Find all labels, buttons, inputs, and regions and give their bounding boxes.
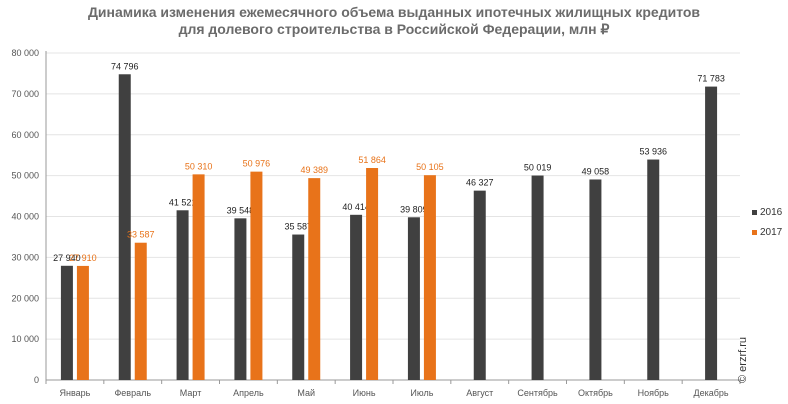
legend-item-2016: 2016 (752, 207, 782, 218)
y-tick-label: 20 000 (11, 293, 39, 303)
bar-2016 (647, 159, 660, 380)
y-tick-label: 0 (34, 375, 39, 385)
data-label-2017: 50 310 (185, 161, 213, 171)
bar-2016 (350, 214, 363, 380)
x-tick-label: Декабрь (694, 388, 729, 398)
bar-2016 (292, 234, 305, 380)
bar-2016 (407, 217, 420, 380)
data-label-2016: 74 796 (111, 61, 139, 71)
data-label-2016: 40 414 (342, 202, 370, 212)
bar-2017 (366, 168, 379, 380)
data-label-2016: 50 019 (524, 163, 552, 173)
x-tick-label: Сентябрь (517, 388, 558, 398)
data-label-2017: 51 864 (358, 155, 386, 165)
x-tick-label: Май (297, 388, 315, 398)
y-tick-label: 80 000 (11, 48, 39, 58)
y-tick-label: 30 000 (11, 252, 39, 262)
y-tick-label: 60 000 (11, 130, 39, 140)
bar-2017 (423, 175, 436, 380)
data-label-2016: 46 327 (466, 178, 494, 188)
x-tick-label: Ноябрь (638, 388, 670, 398)
bar-2016 (473, 190, 486, 380)
bar-2016 (531, 175, 544, 380)
data-label-2016: 39 548 (227, 205, 255, 215)
bar-2016 (176, 210, 189, 380)
x-tick-label: Апрель (233, 388, 264, 398)
x-tick-label: Август (466, 388, 493, 398)
bar-2016 (589, 179, 602, 380)
x-tick-label: Февраль (114, 388, 151, 398)
data-label-2017: 33 587 (127, 230, 155, 240)
y-tick-label: 10 000 (11, 334, 39, 344)
x-tick-label: Март (180, 388, 202, 398)
bar-2016 (234, 218, 247, 380)
data-label-2017: 49 389 (300, 165, 328, 175)
x-tick-label: Июль (410, 388, 433, 398)
y-tick-label: 40 000 (11, 212, 39, 222)
bar-2016 (60, 265, 73, 380)
legend-label-2016: 2016 (760, 207, 783, 218)
data-label-2016: 49 058 (582, 166, 610, 176)
data-label-2016: 41 521 (169, 197, 197, 207)
bar-2016 (705, 86, 718, 381)
x-tick-label: Январь (59, 388, 90, 398)
legend-swatch-2017 (752, 229, 757, 235)
data-label-2016: 53 936 (639, 147, 667, 157)
y-tick-label: 50 000 (11, 171, 39, 181)
x-tick-label: Июнь (353, 388, 376, 398)
bar-2017 (308, 178, 321, 380)
bar-2017 (192, 174, 205, 380)
y-tick-label: 70 000 (11, 89, 39, 99)
data-label-2017: 50 105 (416, 162, 444, 172)
chart-title: Динамика изменения ежемесячного объема в… (0, 4, 788, 38)
legend-swatch-2016 (752, 209, 757, 215)
legend-item-2017: 2017 (752, 227, 782, 238)
chart-title-line-1: Динамика изменения ежемесячного объема в… (87, 4, 701, 20)
data-label-2016: 71 783 (697, 74, 725, 84)
data-label-2016: 39 809 (400, 204, 428, 214)
bar-2017 (76, 265, 89, 380)
data-label-2017: 50 976 (243, 159, 271, 169)
chart-title-line-2: для долевого строительства в Российской … (178, 21, 610, 37)
bar-2017 (134, 242, 147, 380)
legend-label-2017: 2017 (760, 227, 783, 238)
x-tick-label: Октябрь (578, 388, 613, 398)
watermark: © erzrf.ru (737, 337, 749, 383)
bar-2017 (250, 171, 263, 380)
data-label-2017: 27 910 (69, 253, 97, 263)
bar-2016 (118, 74, 131, 380)
data-label-2016: 35 587 (284, 222, 312, 232)
data-label-2016: 27 940 (53, 253, 81, 263)
